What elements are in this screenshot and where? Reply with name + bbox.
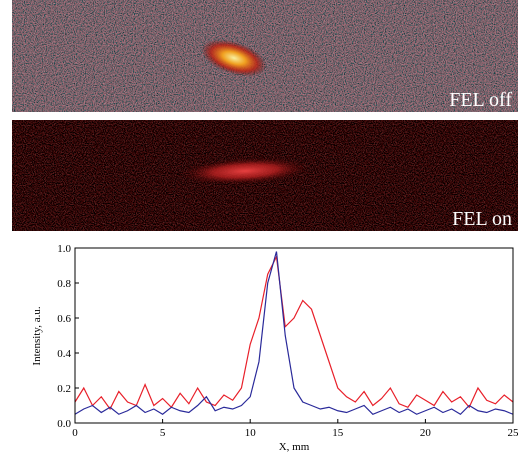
data-line	[74, 251, 514, 416]
panel-label: FEL on	[452, 208, 512, 230]
y-axis-label: Intensity, a.u.	[31, 306, 43, 365]
x-tick-label: 5	[160, 427, 166, 439]
y-tick-label: 0.8	[57, 278, 71, 290]
image-fel-on: FEL on	[12, 120, 518, 231]
y-tick-label: 0.6	[57, 313, 71, 325]
x-tick-label: 10	[245, 427, 257, 439]
x-tick-label: 20	[420, 427, 432, 439]
x-tick-label: 0	[72, 427, 78, 439]
panel-label: FEL off	[449, 89, 512, 111]
y-tick-label: 0.0	[57, 418, 71, 430]
image-noise	[12, 0, 518, 112]
x-tick-label: 25	[508, 427, 520, 439]
y-tick-label: 0.2	[57, 383, 71, 395]
x-axis-label: X, mm	[279, 441, 310, 453]
data-line	[74, 254, 514, 411]
y-tick-label: 0.4	[57, 348, 71, 360]
beam-spot	[201, 39, 267, 77]
plot-frame	[74, 247, 514, 424]
image-fel-off: FEL off	[12, 0, 518, 112]
y-tick-label: 1.0	[57, 243, 71, 255]
x-tick-label: 15	[332, 427, 344, 439]
beam-spot	[180, 157, 310, 185]
